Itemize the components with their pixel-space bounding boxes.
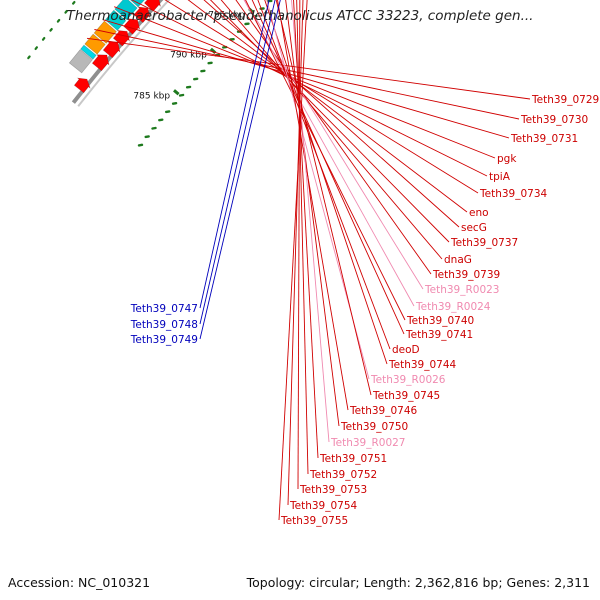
label-leader-line: [209, 0, 450, 243]
left-leader-line: [199, 0, 270, 309]
gene-label-teth39_0740[interactable]: Teth39_0740: [406, 315, 474, 327]
gene-label-pgk[interactable]: pgk: [497, 153, 517, 165]
scale-dot: [137, 143, 144, 147]
gene-label-teth39_0750[interactable]: Teth39_0750: [340, 421, 408, 433]
map-title: Thermoanaerobacter pseudethanolicus ATCC…: [66, 8, 534, 24]
label-leader-line: [243, 0, 415, 307]
label-leader-line: [102, 19, 510, 139]
gene-label-deod[interactable]: deoD: [392, 344, 420, 356]
gene-label-dnag[interactable]: dnaG: [444, 254, 472, 266]
scale-dot: [158, 118, 164, 122]
feature-inner-5[interactable]: [133, 6, 151, 24]
label-leader-line: [94, 29, 520, 120]
label-leader-line: [291, 0, 330, 443]
gene-label-secg[interactable]: secG: [461, 222, 487, 234]
accession-text: Accession: NC_010321: [8, 575, 151, 590]
label-leader-line: [293, 0, 319, 459]
outer-scale-dot: [41, 36, 46, 41]
label-leader-line: [297, 0, 301, 490]
scale-dot: [151, 126, 157, 130]
left-leader-line: [199, 0, 276, 325]
label-leader-line: [243, 0, 424, 290]
label-leader-line: [187, 0, 468, 213]
label-leader-line: [86, 37, 531, 100]
scale-dot: [164, 110, 171, 114]
scale-tick-mark: [173, 89, 180, 96]
scale-dot: [171, 101, 178, 105]
gene-label-teth39_0747[interactable]: Teth39_0747: [130, 303, 198, 315]
feature-inner-4[interactable]: [123, 18, 141, 35]
label-leader-line: [203, 0, 460, 228]
feature-inner-0[interactable]: [73, 77, 91, 94]
label-leader-line: [235, 0, 432, 275]
outer-scale-dot: [27, 55, 31, 60]
gene-label-teth39_0737[interactable]: Teth39_0737: [450, 237, 518, 249]
scale-tick-label: 790 kbp: [170, 50, 207, 60]
outer-scale-dot: [34, 46, 39, 51]
gene-label-teth39_0752[interactable]: Teth39_0752: [309, 469, 377, 481]
gene-label-tpia[interactable]: tpiA: [489, 171, 511, 183]
label-leader-line: [257, 0, 391, 350]
gene-label-teth39_0744[interactable]: Teth39_0744: [388, 359, 457, 371]
outer-scale-dot: [64, 9, 68, 14]
gene-label-teth39_r0027[interactable]: Teth39_R0027: [330, 437, 406, 449]
outer-scale-dot: [56, 18, 61, 23]
gene-label-teth39_0731[interactable]: Teth39_0731: [510, 133, 578, 145]
backbone-inner-line: [77, 0, 171, 107]
outer-scale-dot: [49, 28, 53, 32]
outer-scale-dot: [71, 0, 76, 5]
gene-label-teth39_0755[interactable]: Teth39_0755: [280, 515, 348, 527]
left-leader-line: [199, 0, 281, 340]
gene-label-teth39_0729[interactable]: Teth39_0729: [531, 94, 599, 106]
label-leader-line: [114, 6, 496, 159]
scale-dot: [178, 93, 185, 97]
scale-dot: [144, 135, 150, 139]
label-leader-line: [275, 0, 372, 396]
scale-tick-label: 795 kbp: [208, 10, 245, 20]
gene-label-teth39_0754[interactable]: Teth39_0754: [289, 500, 358, 512]
genome-summary-text: Topology: circular; Length: 2,362,816 bp…: [246, 575, 590, 590]
feature-outer-5[interactable]: [114, 0, 138, 21]
scale-tick-label: 785 kbp: [133, 92, 170, 102]
gene-label-teth39_0748[interactable]: Teth39_0748: [130, 319, 198, 331]
gene-label-teth39_r0026[interactable]: Teth39_R0026: [370, 374, 446, 386]
feature-outer-1[interactable]: [80, 44, 97, 60]
gene-label-teth39_0730[interactable]: Teth39_0730: [520, 114, 588, 126]
feature-inner-1[interactable]: [91, 54, 110, 72]
label-leader-line: [278, 0, 308, 521]
gene-label-teth39_r0023[interactable]: Teth39_R0023: [424, 284, 500, 296]
gene-label-teth39_0739[interactable]: Teth39_0739: [432, 269, 500, 281]
feature-inner-6[interactable]: [143, 0, 161, 12]
gene-label-teth39_r0024[interactable]: Teth39_R0024: [415, 301, 491, 313]
label-leader-line: [264, 0, 388, 365]
gene-label-teth39_0751[interactable]: Teth39_0751: [319, 453, 387, 465]
label-leader-line: [251, 0, 405, 335]
gene-label-teth39_0749[interactable]: Teth39_0749: [130, 334, 198, 346]
gene-label-teth39_0741[interactable]: Teth39_0741: [405, 329, 473, 341]
gene-label-teth39_0753[interactable]: Teth39_0753: [299, 484, 367, 496]
gene-label-teth39_0734[interactable]: Teth39_0734: [479, 188, 548, 200]
feature-outer-0[interactable]: [68, 49, 93, 74]
label-leader-line: [296, 0, 309, 475]
feature-outer-6[interactable]: [126, 0, 148, 8]
gene-label-teth39_0745[interactable]: Teth39_0745: [372, 390, 440, 402]
label-leader-line: [164, 0, 479, 194]
gene-label-teth39_0746[interactable]: Teth39_0746: [349, 405, 418, 417]
gene-label-eno[interactable]: eno: [469, 207, 489, 219]
